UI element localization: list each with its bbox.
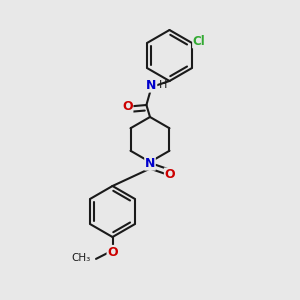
Text: N: N <box>146 79 157 92</box>
Text: O: O <box>122 100 133 113</box>
Text: N: N <box>145 157 155 170</box>
Text: Cl: Cl <box>193 35 206 48</box>
Text: CH₃: CH₃ <box>71 253 91 263</box>
Text: O: O <box>107 245 118 259</box>
Text: H: H <box>159 80 167 91</box>
Text: O: O <box>164 168 175 181</box>
